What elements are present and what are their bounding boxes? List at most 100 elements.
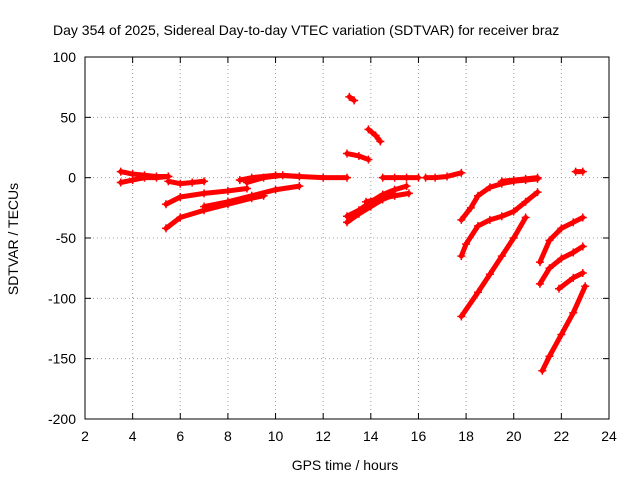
series-arc-20	[499, 175, 541, 184]
data-point	[295, 182, 304, 191]
chart-title: Day 354 of 2025, Sidereal Day-to-day VTE…	[53, 22, 559, 38]
x-tick-label: 22	[554, 428, 570, 444]
y-tick-label: 0	[68, 170, 76, 186]
data-point	[140, 173, 149, 182]
data-point	[345, 92, 354, 101]
data-point	[466, 203, 475, 212]
data-point	[485, 183, 494, 192]
data-point	[474, 221, 482, 230]
data-point	[354, 151, 363, 160]
data-point	[485, 215, 494, 224]
data-point	[223, 197, 232, 206]
x-tick-label: 8	[224, 428, 232, 444]
data-point	[457, 312, 466, 321]
data-point	[474, 288, 482, 297]
data-point	[278, 171, 287, 180]
data-point	[376, 137, 385, 146]
data-point	[533, 188, 542, 197]
data-point	[200, 177, 209, 186]
data-point	[200, 202, 209, 211]
series-arc-8	[244, 172, 302, 185]
y-tick-label: 50	[60, 109, 76, 125]
data-point	[319, 173, 328, 182]
series-arc-14	[363, 190, 412, 205]
data-point	[152, 173, 161, 182]
x-tick-label: 12	[315, 428, 331, 444]
y-tick-label: 100	[53, 49, 77, 65]
data-series	[116, 92, 590, 375]
data-point	[485, 270, 494, 279]
x-tick-label: 6	[176, 428, 184, 444]
data-point	[362, 197, 371, 206]
data-point	[343, 149, 351, 158]
x-axis-label: GPS time / hours	[292, 457, 399, 473]
data-point	[343, 173, 351, 182]
y-tick-label: -100	[48, 290, 76, 306]
data-point	[247, 191, 256, 200]
data-point	[259, 173, 268, 182]
data-point	[497, 177, 506, 186]
data-point	[242, 178, 251, 187]
data-point	[578, 213, 587, 222]
data-point	[404, 189, 413, 198]
data-point	[431, 173, 440, 182]
data-point	[569, 308, 578, 317]
x-tick-label: 10	[268, 428, 284, 444]
data-point	[343, 212, 351, 221]
data-point	[571, 167, 580, 176]
data-point	[176, 213, 185, 222]
y-tick-label: -50	[56, 230, 76, 246]
y-tick-label: -150	[48, 351, 76, 367]
data-point	[569, 273, 578, 282]
data-point	[271, 185, 280, 194]
data-point	[554, 284, 563, 293]
data-point	[569, 218, 578, 227]
data-point	[521, 213, 530, 222]
y-axis-label: SDTVAR / TECUs	[5, 183, 21, 295]
data-point	[557, 224, 566, 233]
data-point	[474, 191, 482, 200]
data-point	[176, 192, 185, 201]
data-point	[538, 366, 547, 375]
data-point	[581, 282, 590, 291]
data-point	[557, 330, 566, 339]
data-point	[116, 167, 125, 176]
series-arc-16	[423, 170, 464, 181]
data-point	[200, 189, 209, 198]
data-point	[535, 279, 544, 288]
series-arc-18	[458, 189, 541, 259]
data-point	[402, 182, 411, 191]
data-point	[578, 242, 587, 251]
data-point	[390, 173, 399, 182]
data-point	[371, 131, 380, 140]
series-arc-3	[165, 178, 207, 187]
data-point	[235, 176, 244, 185]
series-arc-23	[556, 270, 586, 292]
data-point	[497, 212, 506, 221]
data-point	[535, 258, 544, 267]
data-point	[457, 215, 466, 224]
x-tick-label: 16	[411, 428, 427, 444]
data-point	[116, 178, 125, 187]
x-tick-label: 2	[81, 428, 89, 444]
data-point	[533, 173, 542, 182]
data-point	[462, 240, 471, 249]
data-point	[545, 352, 554, 361]
plot-frame	[84, 56, 610, 420]
data-point	[354, 206, 363, 215]
data-point	[350, 96, 359, 105]
data-point	[578, 167, 587, 176]
data-point	[364, 155, 373, 164]
data-point	[545, 236, 554, 245]
series-arc-19	[458, 214, 529, 319]
data-point	[509, 234, 518, 242]
data-point	[402, 173, 411, 182]
data-point	[569, 248, 578, 257]
data-point	[421, 173, 430, 182]
data-point	[509, 176, 518, 185]
data-point	[164, 177, 173, 186]
data-point	[521, 174, 530, 183]
y-tick-label: -200	[48, 411, 76, 427]
x-tick-label: 24	[601, 428, 617, 444]
